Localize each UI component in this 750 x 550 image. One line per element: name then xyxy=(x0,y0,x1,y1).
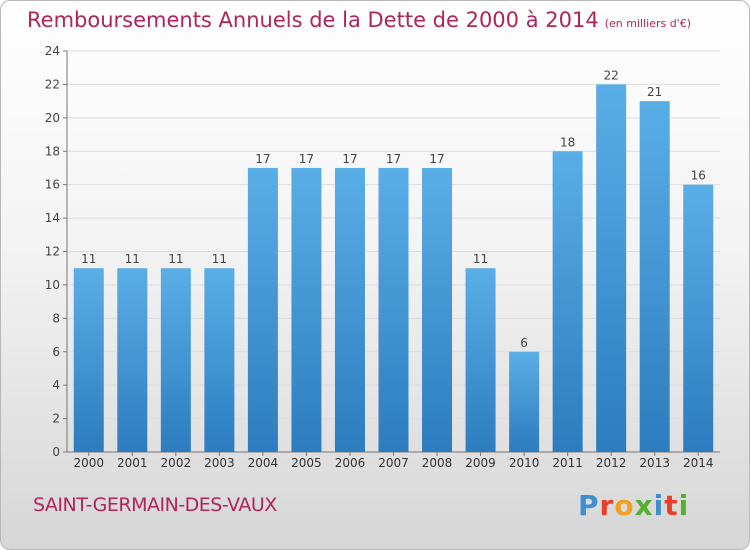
label-layer: 11 11 11 11 17 17 17 17 17 11 6 18 22 21 16 xyxy=(81,68,706,349)
bar-layer xyxy=(73,84,714,453)
x-tick-label: 2011 xyxy=(552,456,583,470)
logo-letter: r xyxy=(599,489,615,522)
y-tick-label: 0 xyxy=(52,445,60,459)
x-tick-label: 2001 xyxy=(117,456,148,470)
logo-letter: t xyxy=(664,489,679,522)
x-tick-label: 2014 xyxy=(683,456,714,470)
y-tick-label: 10 xyxy=(45,278,60,292)
data-label: 22 xyxy=(604,68,619,82)
x-tick-label: 2007 xyxy=(378,456,409,470)
x-tick-label: 2008 xyxy=(422,456,453,470)
data-label: 17 xyxy=(255,152,270,166)
y-tick-label: 18 xyxy=(45,144,60,158)
bar xyxy=(552,151,583,452)
bar xyxy=(596,84,627,453)
data-label: 17 xyxy=(342,152,357,166)
data-label: 17 xyxy=(386,152,401,166)
y-tick-label: 20 xyxy=(45,111,60,125)
bar xyxy=(117,268,148,452)
bar xyxy=(247,167,278,453)
x-tick-label: 2004 xyxy=(248,456,279,470)
x-tick-label: 2013 xyxy=(639,456,670,470)
logo-letter: o xyxy=(614,489,635,522)
y-tick-label: 6 xyxy=(52,345,60,359)
x-tick-label: 2005 xyxy=(291,456,322,470)
x-tick-label: 2009 xyxy=(465,456,496,470)
unit-note: (en milliers d'€) xyxy=(604,17,691,30)
bar xyxy=(465,268,496,452)
data-label: 17 xyxy=(299,152,314,166)
x-tick-label: 2012 xyxy=(596,456,627,470)
x-tick-label: 2010 xyxy=(509,456,540,470)
data-label: 11 xyxy=(212,252,227,266)
x-tick-label: 2000 xyxy=(73,456,104,470)
y-tick-label: 2 xyxy=(52,412,60,426)
bar xyxy=(639,101,670,452)
bar xyxy=(422,167,453,453)
data-label: 21 xyxy=(647,85,662,99)
proxiti-logo: Proxiti xyxy=(578,489,689,522)
y-tick-label: 16 xyxy=(45,178,60,192)
y-tick-label: 22 xyxy=(45,77,60,91)
logo-letter: P xyxy=(578,489,600,522)
logo-letter: i xyxy=(678,489,690,522)
data-label: 11 xyxy=(473,252,488,266)
x-tick-label: 2003 xyxy=(204,456,235,470)
data-label: 11 xyxy=(81,252,96,266)
bar xyxy=(509,351,540,452)
x-tick-label: 2002 xyxy=(161,456,192,470)
bar xyxy=(378,167,409,453)
x-tick-label: 2006 xyxy=(335,456,366,470)
y-tick-label: 12 xyxy=(45,245,60,259)
bar xyxy=(73,268,104,452)
y-tick-label: 8 xyxy=(52,311,60,325)
data-label: 11 xyxy=(125,252,140,266)
data-label: 18 xyxy=(560,135,575,149)
data-label: 16 xyxy=(691,169,706,183)
bar xyxy=(204,268,235,452)
y-tick-label: 14 xyxy=(45,211,60,225)
data-label: 17 xyxy=(429,152,444,166)
bar xyxy=(334,167,365,453)
data-label: 11 xyxy=(168,252,183,266)
logo-letter: x xyxy=(634,489,654,522)
data-label: 6 xyxy=(520,336,528,350)
y-tick-label: 24 xyxy=(45,44,60,58)
chart-title: Remboursements Annuels de la Dette de 20… xyxy=(27,8,691,32)
bar xyxy=(160,268,191,452)
y-tick-label: 4 xyxy=(52,378,60,392)
bar xyxy=(291,167,322,453)
commune-name: SAINT-GERMAIN-DES-VAUX xyxy=(33,494,277,516)
bar xyxy=(683,184,714,452)
logo-letter: i xyxy=(653,489,665,522)
title-text: Remboursements Annuels de la Dette de 20… xyxy=(27,8,599,32)
